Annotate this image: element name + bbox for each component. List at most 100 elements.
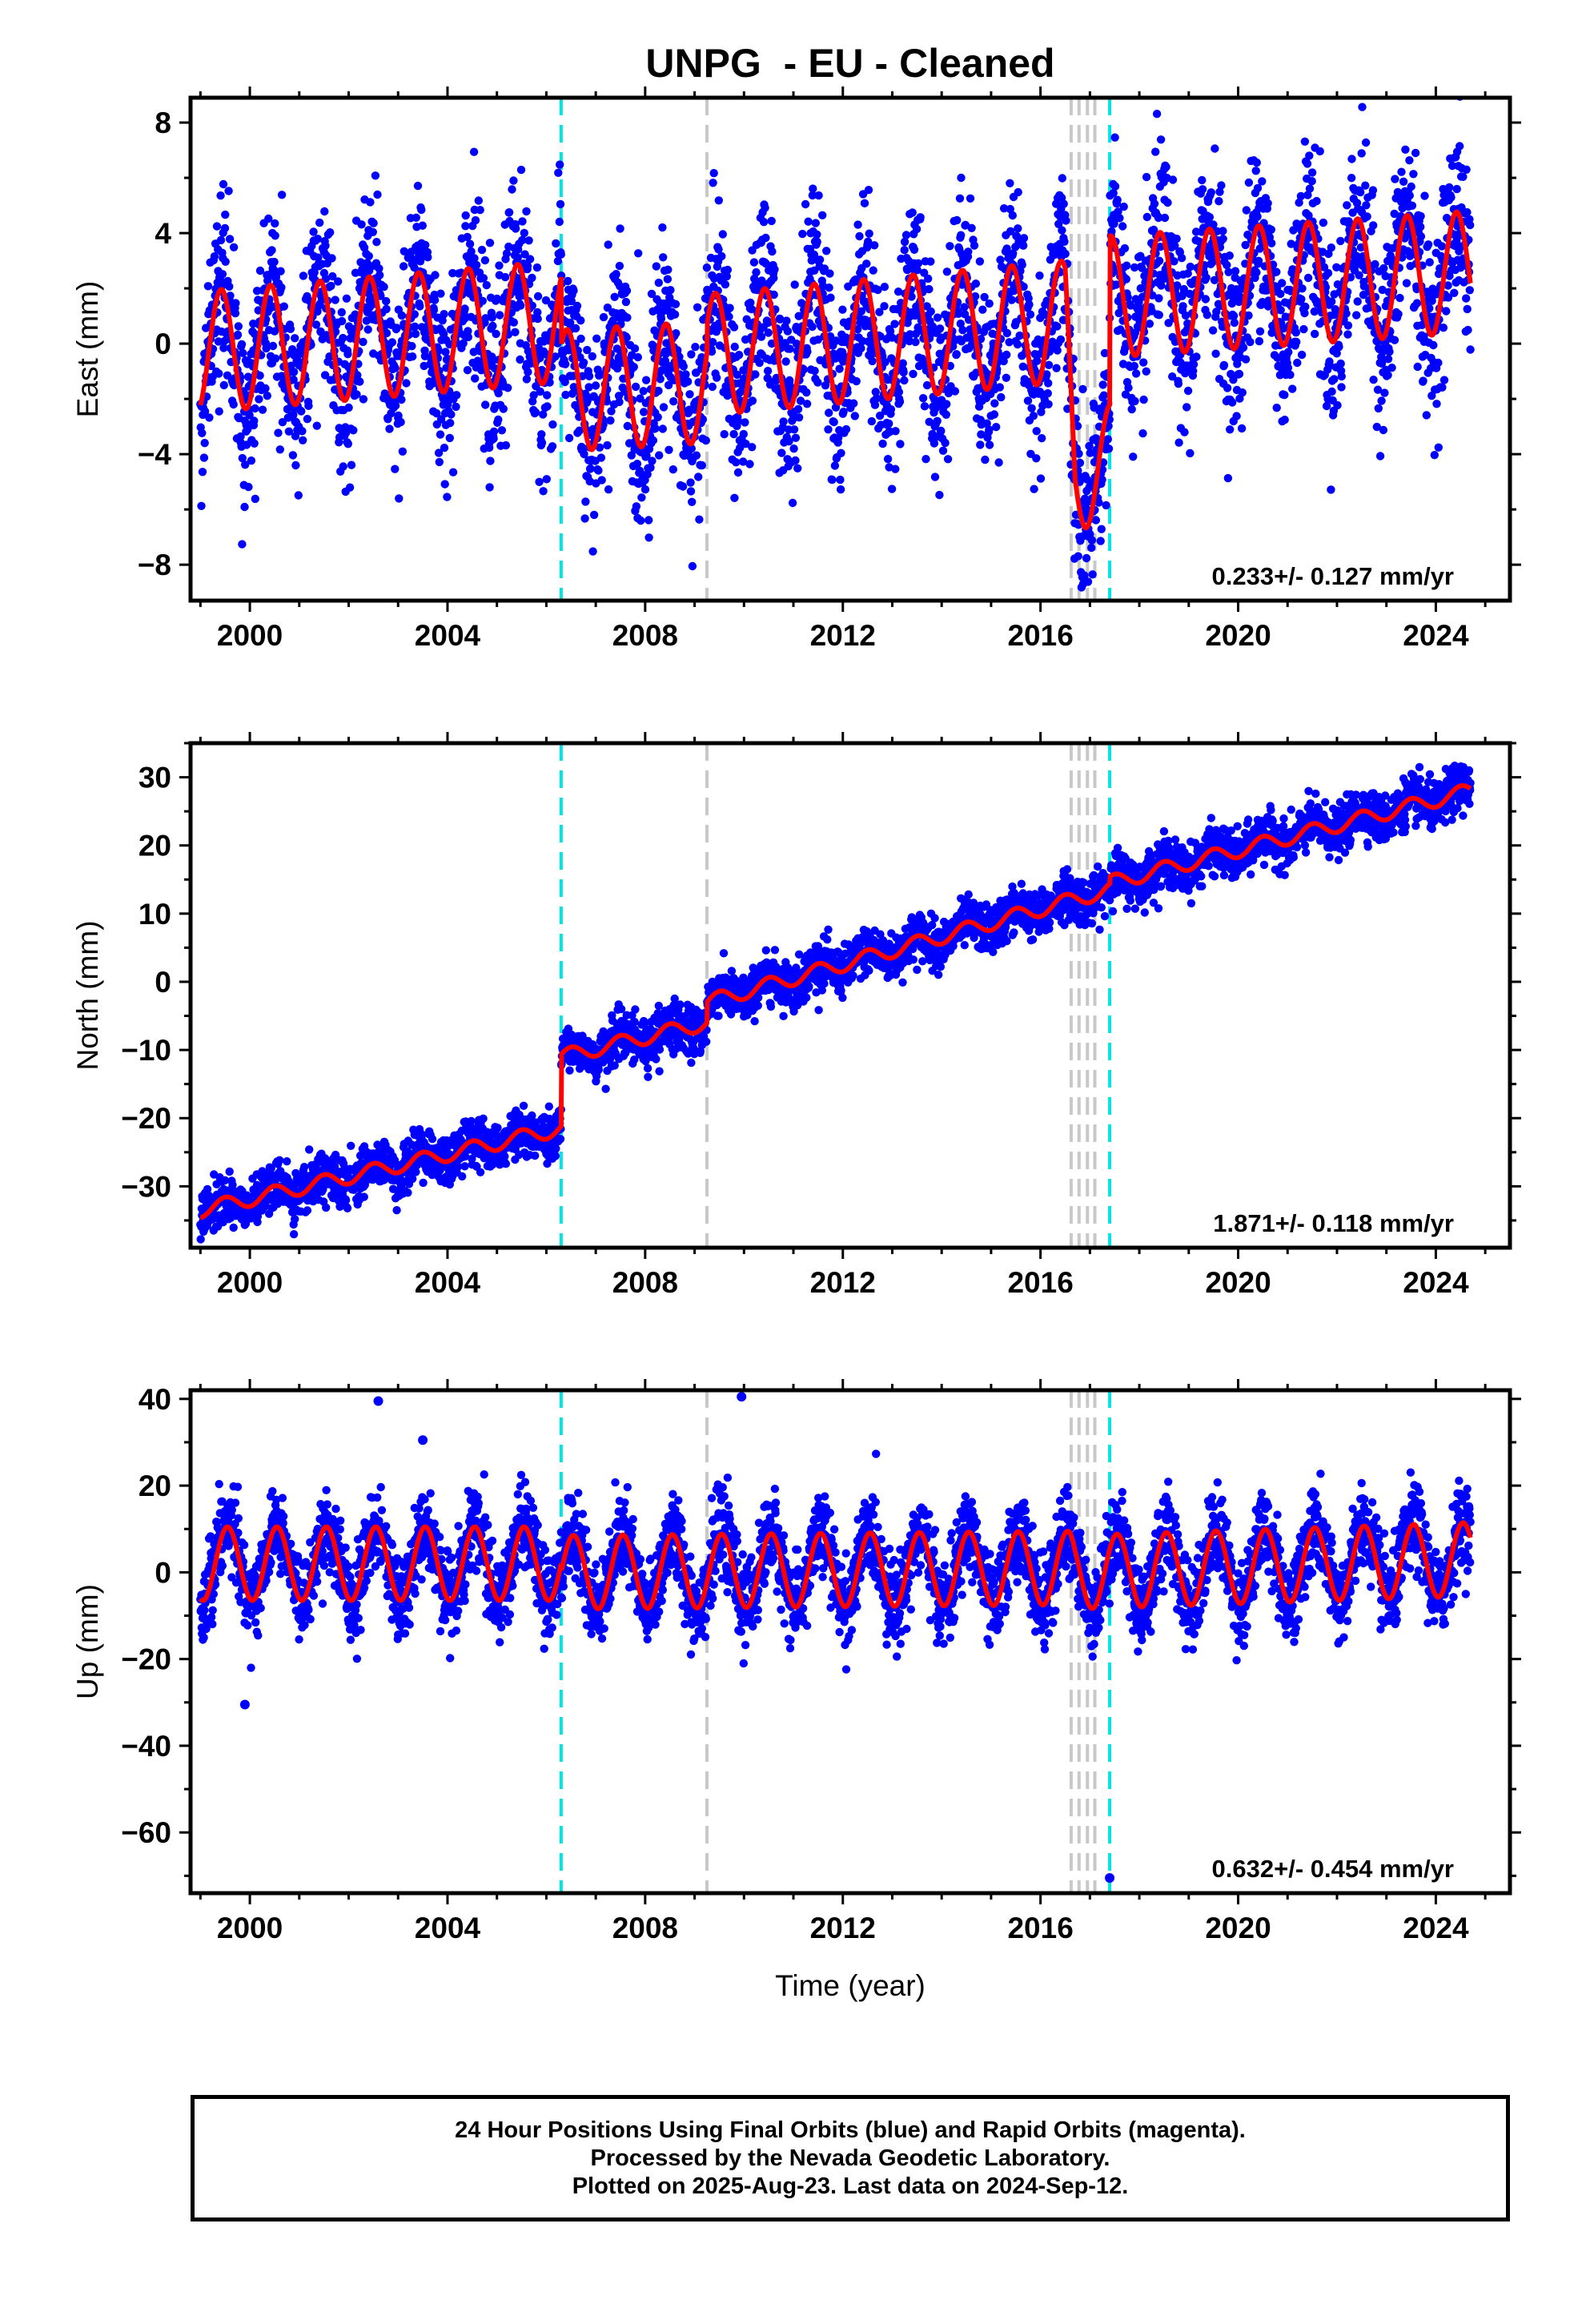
data-point <box>797 299 806 308</box>
data-point <box>880 302 889 311</box>
data-point <box>516 165 526 175</box>
data-point <box>616 224 624 233</box>
data-point <box>1142 172 1151 182</box>
data-point <box>613 364 622 373</box>
data-point <box>1083 577 1093 586</box>
data-point <box>734 351 744 360</box>
data-point <box>509 318 518 327</box>
data-point <box>1124 384 1133 392</box>
data-point <box>615 397 624 407</box>
data-point <box>489 434 498 443</box>
data-point <box>1061 249 1070 259</box>
data-point <box>288 451 298 460</box>
data-point <box>371 171 380 180</box>
data-point <box>793 464 802 472</box>
data-point <box>382 296 391 306</box>
data-point <box>464 327 472 336</box>
data-point <box>737 387 745 396</box>
data-point <box>749 258 759 267</box>
data-point <box>1118 222 1127 231</box>
data-point <box>1002 350 1011 360</box>
data-point <box>782 316 791 325</box>
data-point <box>262 344 271 353</box>
data-point <box>1156 135 1166 144</box>
data-point <box>219 380 228 390</box>
data-point <box>247 456 256 465</box>
data-point <box>337 308 346 317</box>
data-point <box>950 387 960 396</box>
data-point <box>1142 212 1152 222</box>
data-point <box>899 368 908 377</box>
panels: 2000 2004 2008 2012 2016 2020 2024−8−4048East … <box>71 86 1521 1944</box>
data-point <box>268 341 278 351</box>
data-point <box>733 468 743 477</box>
data-point <box>391 464 400 473</box>
data-point <box>375 271 384 279</box>
data-point <box>474 196 483 205</box>
data-point <box>581 497 590 506</box>
data-point <box>343 350 352 359</box>
data-point <box>469 348 478 356</box>
data-point <box>644 533 653 542</box>
y-tick-label: 4 <box>155 217 171 250</box>
data-point <box>596 453 606 462</box>
data-point <box>861 316 870 324</box>
data-point <box>714 245 723 254</box>
data-point <box>1122 261 1131 270</box>
data-point <box>392 324 401 332</box>
data-point <box>669 397 678 406</box>
data-point <box>1019 234 1029 243</box>
x-tick-label: 2024 <box>1403 619 1469 652</box>
data-point <box>1379 263 1388 273</box>
data-point <box>342 294 351 303</box>
data-point <box>799 365 808 374</box>
data-point <box>1183 386 1193 396</box>
data-point <box>464 332 472 342</box>
data-point <box>1113 195 1122 204</box>
data-point <box>900 246 909 255</box>
data-point <box>299 436 307 444</box>
data-point <box>303 1206 312 1215</box>
data-point <box>1355 271 1363 279</box>
data-point <box>1420 191 1429 200</box>
data-point <box>810 366 819 376</box>
data-point <box>408 342 416 351</box>
data-point <box>363 259 371 267</box>
data-point <box>1230 318 1239 328</box>
data-point <box>785 437 793 446</box>
data-point <box>872 394 881 403</box>
data-point <box>504 208 514 217</box>
data-point <box>533 292 543 301</box>
data-point <box>588 547 597 556</box>
data-point <box>666 286 675 295</box>
data-point <box>688 561 697 571</box>
data-point <box>1409 170 1418 179</box>
data-point <box>789 444 798 453</box>
data-point <box>1437 242 1447 251</box>
data-point <box>612 270 620 279</box>
data-point <box>494 388 503 398</box>
data-point <box>289 410 298 420</box>
data-point <box>1053 346 1062 355</box>
chart-title: UNPG - EU - Cleaned <box>645 41 1054 86</box>
data-point <box>865 229 873 238</box>
data-point <box>480 255 490 265</box>
x-tick-label: 2012 <box>810 619 876 652</box>
data-point <box>1307 168 1317 177</box>
data-point <box>394 411 403 420</box>
data-point <box>556 160 564 169</box>
data-point <box>1280 391 1289 400</box>
data-point <box>687 444 696 453</box>
data-point <box>233 330 243 340</box>
data-point <box>935 324 945 333</box>
data-point <box>447 410 456 419</box>
data-point <box>309 227 318 236</box>
data-point <box>685 390 694 399</box>
rate-label: 0.233+/- 0.127 mm/yr <box>1212 562 1454 590</box>
data-point <box>1432 400 1441 408</box>
data-point <box>957 231 966 239</box>
data-point <box>1027 404 1036 412</box>
data-point <box>1305 151 1314 160</box>
x-tick-label: 2008 <box>612 619 678 652</box>
data-point <box>636 394 644 403</box>
